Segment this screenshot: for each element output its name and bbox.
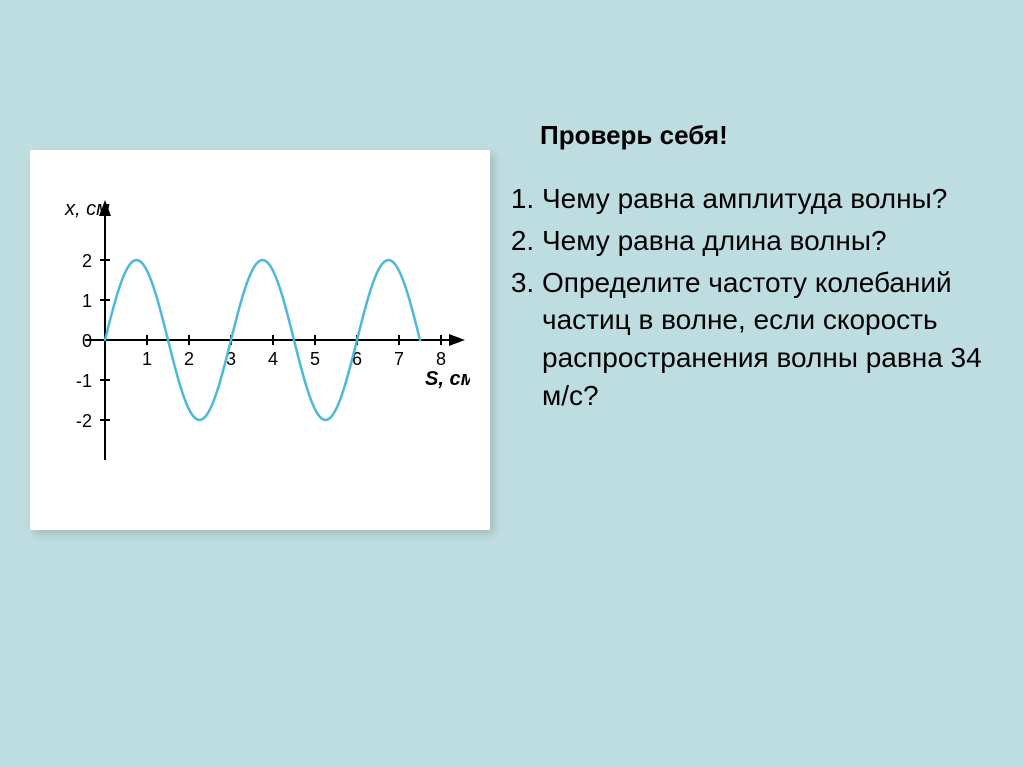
xtick-5-label: 5 <box>310 349 320 369</box>
xtick-1-label: 1 <box>142 349 152 369</box>
xtick-4-label: 4 <box>268 349 278 369</box>
page-title: Проверь себя! <box>540 120 728 151</box>
question-1: Чему равна амплитуда волны? <box>542 180 1000 218</box>
chart-container: 2 1 0 -1 -2 1 2 3 4 5 6 7 8 x, см S, см <box>30 150 490 530</box>
ytick-1-label: 1 <box>82 291 92 311</box>
ytick-0-label: 0 <box>82 331 92 351</box>
question-2: Чему равна длина волны? <box>542 222 1000 260</box>
ytick-m2-label: -2 <box>76 411 92 431</box>
question-3: Определите частоту колебаний частиц в во… <box>542 264 1000 415</box>
xtick-8-label: 8 <box>436 349 446 369</box>
wave-chart: 2 1 0 -1 -2 1 2 3 4 5 6 7 8 x, см S, см <box>50 180 470 510</box>
x-axis-label: S, см <box>425 368 470 390</box>
xtick-7-label: 7 <box>394 349 404 369</box>
y-axis-label: x, см <box>64 198 110 220</box>
xtick-2-label: 2 <box>184 349 194 369</box>
ytick-m1-label: -1 <box>76 371 92 391</box>
ytick-2-label: 2 <box>82 251 92 271</box>
question-list: Чему равна амплитуда волны? Чему равна д… <box>510 180 1000 419</box>
